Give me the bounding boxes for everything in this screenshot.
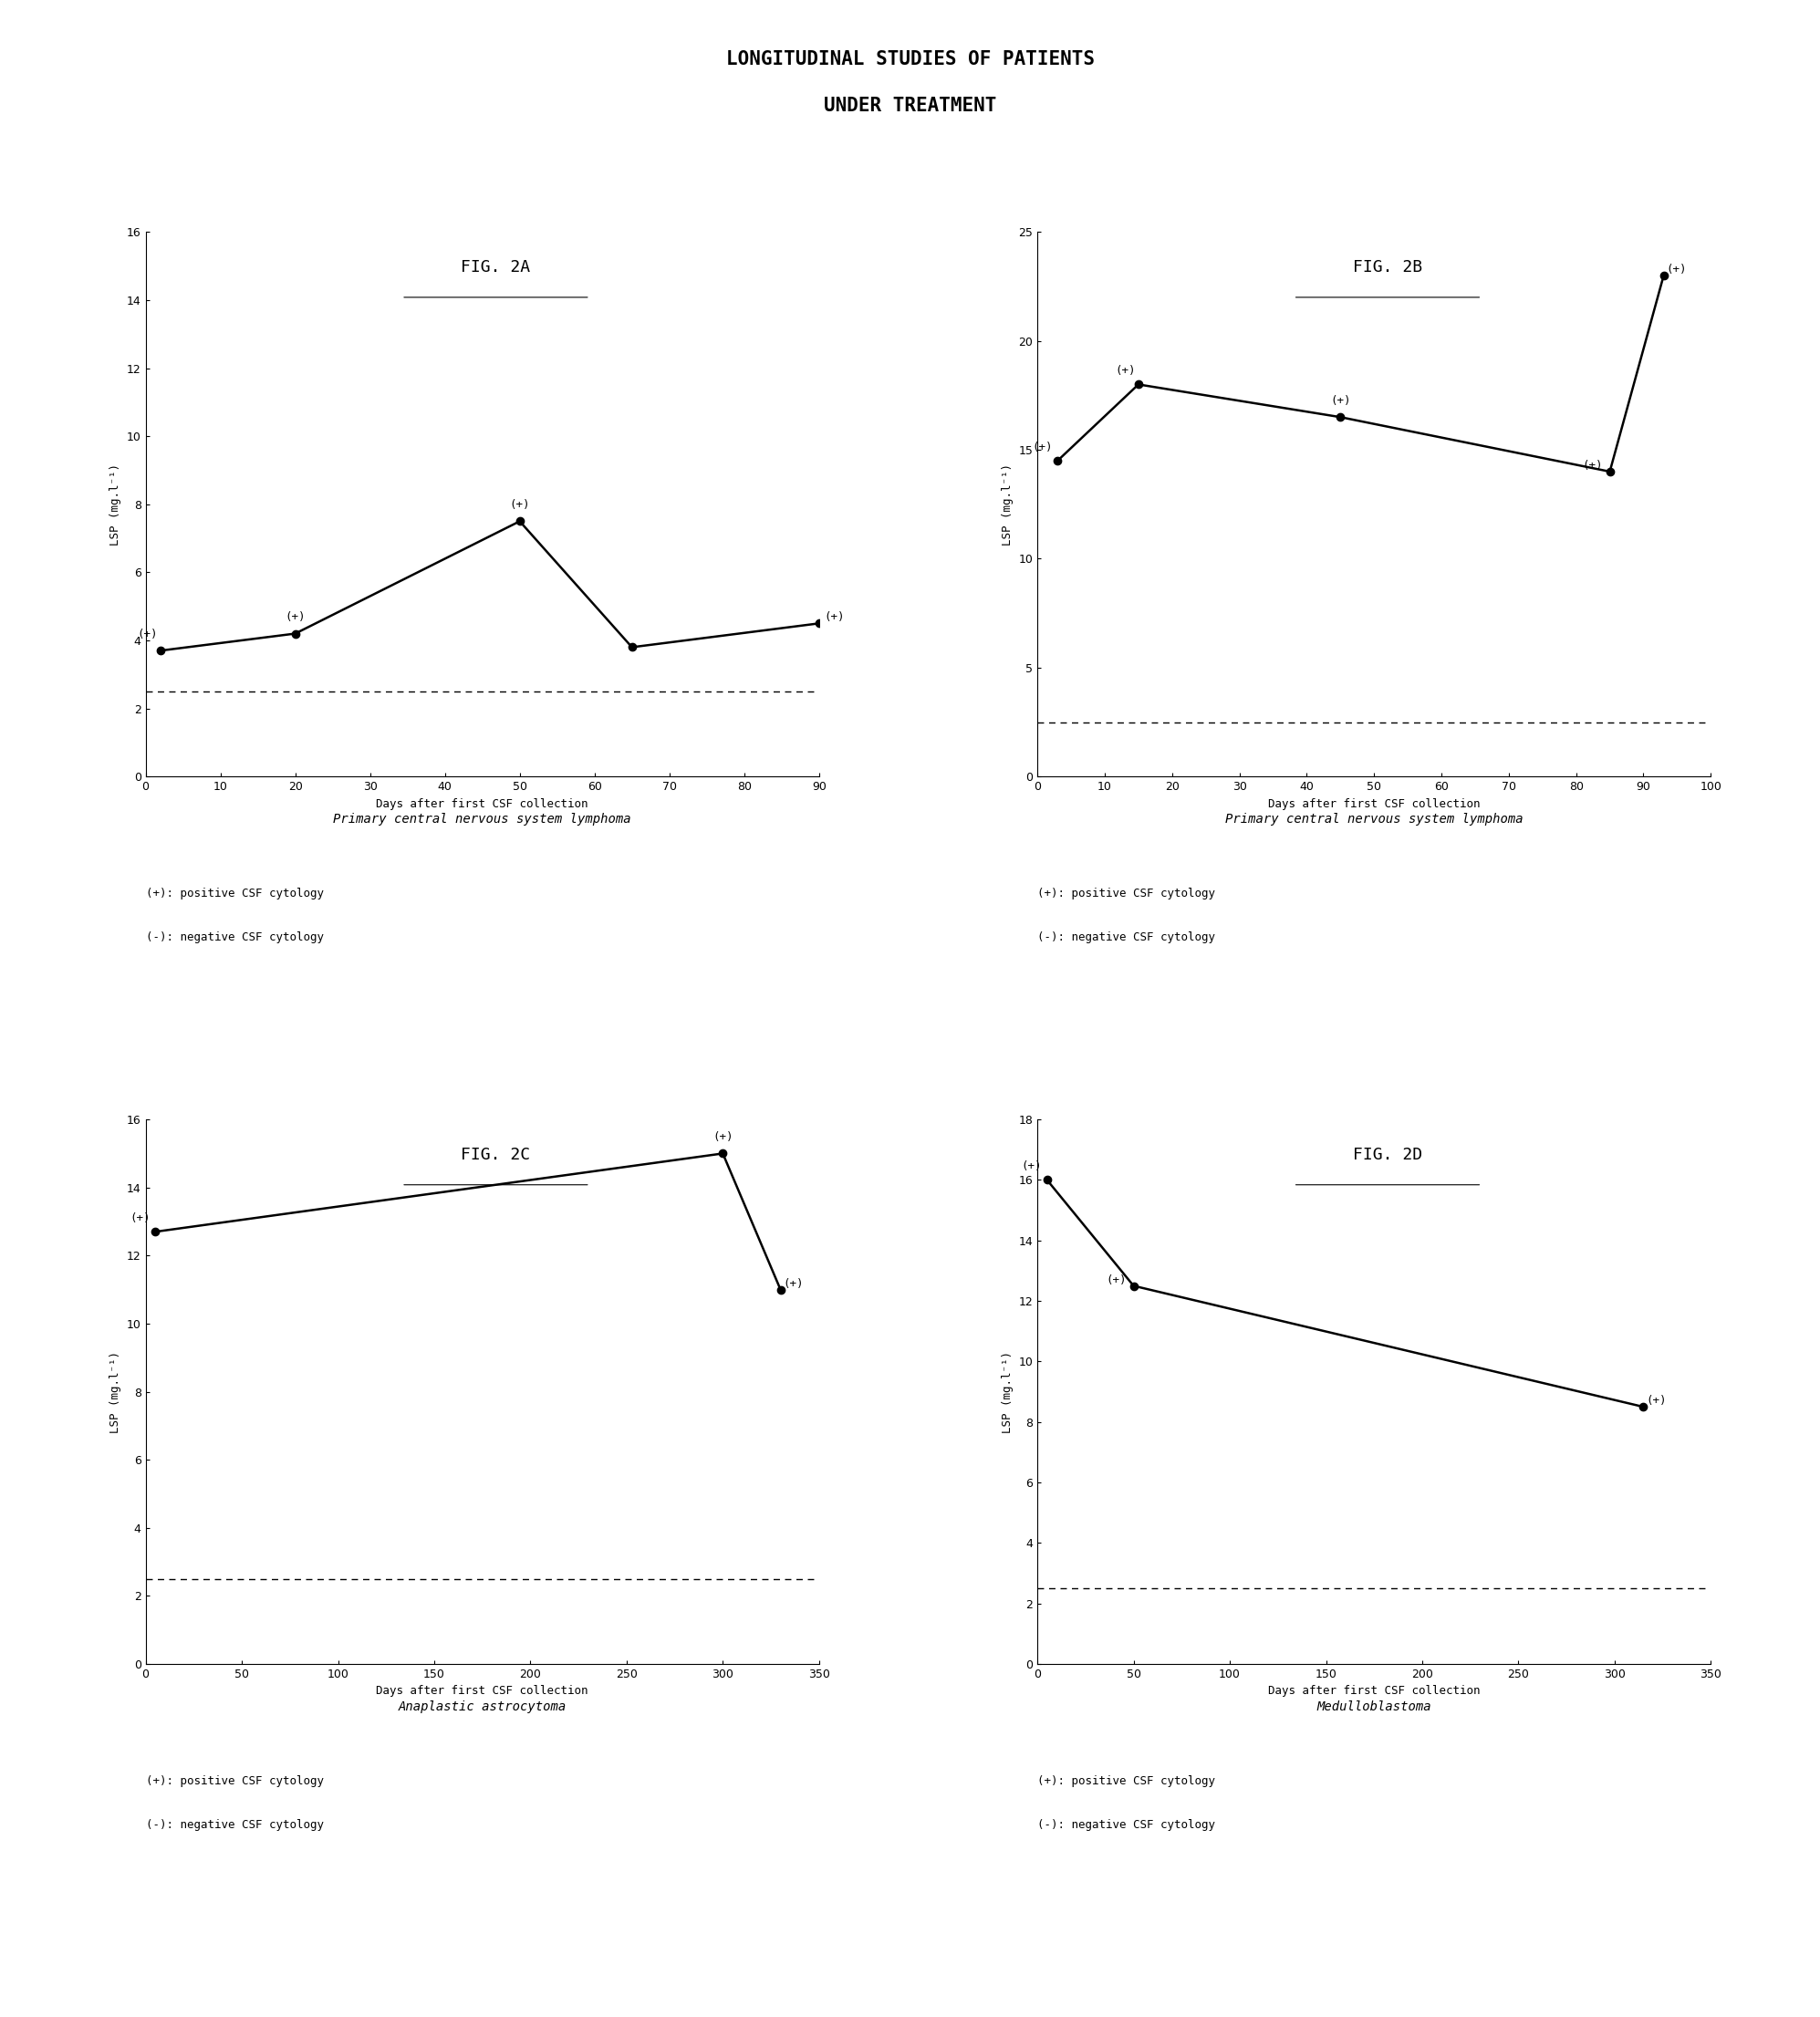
- Text: (-): negative CSF cytology: (-): negative CSF cytology: [146, 1819, 324, 1831]
- X-axis label: Days after first CSF collection: Days after first CSF collection: [1269, 1686, 1480, 1696]
- Text: (+): (+): [138, 629, 158, 641]
- Y-axis label: LSP (mg.l⁻¹): LSP (mg.l⁻¹): [1001, 464, 1014, 545]
- Y-axis label: LSP (mg.l⁻¹): LSP (mg.l⁻¹): [109, 464, 122, 545]
- Text: (+): positive CSF cytology: (+): positive CSF cytology: [146, 887, 324, 900]
- Text: (+): (+): [1330, 395, 1350, 407]
- Text: (+): (+): [1582, 460, 1602, 472]
- Y-axis label: LSP (mg.l⁻¹): LSP (mg.l⁻¹): [109, 1351, 122, 1432]
- Text: FIG. 2B: FIG. 2B: [1352, 258, 1421, 276]
- Text: (+): (+): [129, 1212, 151, 1224]
- Text: (+): (+): [510, 500, 530, 510]
- Text: Medulloblastoma: Medulloblastoma: [1318, 1700, 1431, 1712]
- Text: FIG. 2A: FIG. 2A: [460, 258, 530, 276]
- X-axis label: Days after first CSF collection: Days after first CSF collection: [377, 1686, 588, 1696]
- Text: UNDER TREATMENT: UNDER TREATMENT: [824, 97, 996, 115]
- Text: (+): (+): [1665, 264, 1687, 276]
- Text: (+): (+): [1645, 1396, 1667, 1408]
- Y-axis label: LSP (mg.l⁻¹): LSP (mg.l⁻¹): [1001, 1351, 1014, 1432]
- Text: (+): positive CSF cytology: (+): positive CSF cytology: [1037, 1775, 1216, 1787]
- Text: (-): negative CSF cytology: (-): negative CSF cytology: [1037, 1819, 1216, 1831]
- X-axis label: Days after first CSF collection: Days after first CSF collection: [377, 799, 588, 809]
- Text: FIG. 2C: FIG. 2C: [460, 1146, 530, 1164]
- Text: Primary central nervous system lymphoma: Primary central nervous system lymphoma: [1225, 813, 1523, 825]
- Text: (-): negative CSF cytology: (-): negative CSF cytology: [1037, 932, 1216, 944]
- Text: (+): (+): [1105, 1275, 1127, 1287]
- Text: (+): (+): [286, 611, 306, 623]
- X-axis label: Days after first CSF collection: Days after first CSF collection: [1269, 799, 1480, 809]
- Text: (+): (+): [824, 611, 844, 623]
- Text: LONGITUDINAL STUDIES OF PATIENTS: LONGITUDINAL STUDIES OF PATIENTS: [726, 50, 1094, 69]
- Text: (+): positive CSF cytology: (+): positive CSF cytology: [1037, 887, 1216, 900]
- Text: (-): negative CSF cytology: (-): negative CSF cytology: [146, 932, 324, 944]
- Text: (+): (+): [1116, 365, 1136, 377]
- Text: FIG. 2D: FIG. 2D: [1352, 1146, 1421, 1164]
- Text: (+): (+): [1021, 1160, 1043, 1172]
- Text: (+): (+): [783, 1277, 803, 1289]
- Text: (+): (+): [713, 1132, 733, 1144]
- Text: Anaplastic astrocytoma: Anaplastic astrocytoma: [399, 1700, 566, 1712]
- Text: (+): (+): [1032, 442, 1052, 454]
- Text: (+): positive CSF cytology: (+): positive CSF cytology: [146, 1775, 324, 1787]
- Text: Primary central nervous system lymphoma: Primary central nervous system lymphoma: [333, 813, 632, 825]
